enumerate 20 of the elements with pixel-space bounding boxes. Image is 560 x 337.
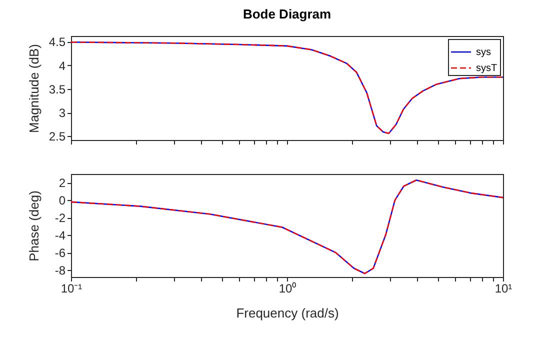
y-tick-label: 3.5: [48, 82, 66, 96]
y-tick-label: -6: [54, 246, 66, 260]
x-tick-label: 10¹: [494, 282, 512, 296]
x-tick-label: 10⁻¹: [60, 282, 82, 296]
legend-label: sys: [476, 47, 491, 58]
chart-title: Bode Diagram: [242, 6, 332, 22]
x-tick-label: 10⁰: [278, 282, 296, 296]
y-tick-label: -4: [54, 228, 66, 243]
y-tick-label: 4: [58, 58, 66, 73]
y-tick-label: 4.5: [48, 35, 66, 50]
y-tick-label: 3: [58, 106, 66, 120]
y-axis-title: Magnitude (dB): [26, 44, 42, 133]
y-axis-title: Phase (deg): [26, 190, 42, 262]
legend-label: sysT: [476, 63, 498, 74]
y-tick-label: 2: [58, 176, 66, 190]
y-tick-label: -2: [54, 211, 66, 226]
y-tick-label: -8: [54, 264, 66, 278]
y-tick-label: 0: [58, 194, 66, 208]
y-tick-label: 2.5: [48, 130, 66, 144]
x-axis-title: Frequency (rad/s): [236, 306, 339, 320]
